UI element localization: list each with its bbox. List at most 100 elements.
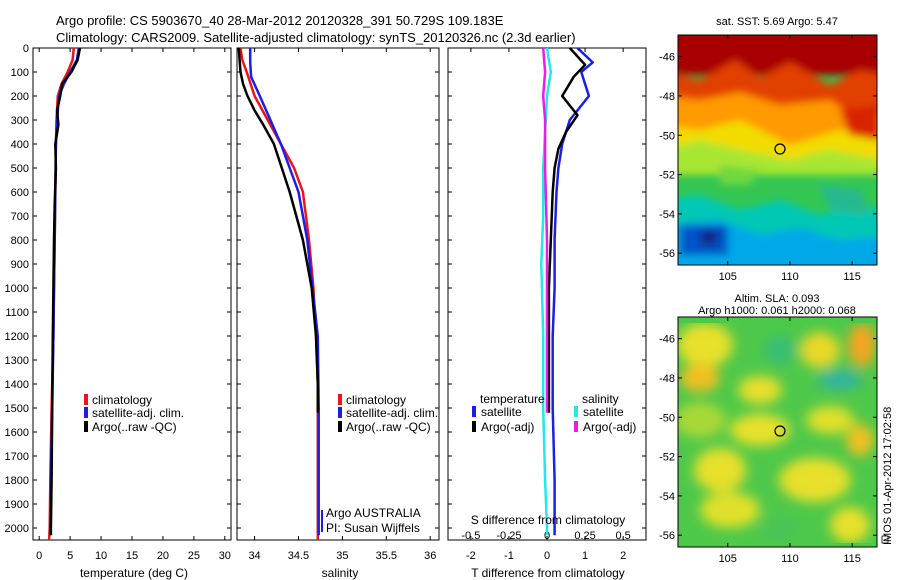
xtick-label: 0 — [36, 550, 42, 562]
legend-swatch-cyan — [574, 406, 578, 417]
title-line-2: Climatology: CARS2009. Satellite-adjuste… — [56, 30, 576, 45]
series-line-cyan — [540, 47, 553, 536]
legend-swatch-blue — [84, 407, 88, 418]
ytick-label: 100 — [11, 67, 29, 79]
s-tick-label: 0 — [544, 530, 550, 542]
xtick-label: 10 — [95, 550, 107, 562]
legend-swatch-blue — [338, 407, 342, 418]
ytick-label: 400 — [11, 139, 29, 151]
xtick-label: 34.5 — [288, 550, 309, 562]
map-ytick-label: -48 — [659, 91, 675, 103]
ytick-label: 1800 — [5, 475, 29, 487]
temperature-series — [47, 47, 82, 541]
ytick-label: 2000 — [5, 523, 29, 535]
sst-map-frame — [677, 34, 878, 266]
ytick-label: 1600 — [5, 427, 29, 439]
xtick-label: 2 — [620, 550, 626, 562]
series-line-magenta — [541, 47, 549, 413]
map-ytick-label: -50 — [659, 130, 675, 142]
legend-header-salinity: salinity — [582, 392, 619, 406]
legend-swatch-magenta — [574, 421, 578, 432]
ytick-label: 1400 — [5, 379, 29, 391]
imos-mark — [881, 535, 889, 544]
ytick-label: 500 — [11, 163, 29, 175]
ytick-label: 700 — [11, 211, 29, 223]
ytick-label: 1200 — [5, 331, 29, 343]
series-line-black — [547, 47, 587, 413]
salinity-series — [237, 47, 320, 540]
legend-swatch-blue — [472, 406, 476, 417]
xtick-label: 25 — [188, 550, 200, 562]
map-xtick-label: 115 — [843, 553, 861, 565]
ytick-label: 1700 — [5, 451, 29, 463]
difference-series — [540, 47, 594, 536]
s-difference-label: S difference from climatology — [471, 513, 626, 527]
ytick-label: 200 — [11, 91, 29, 103]
argo-annotation-2: PI: Susan Wijffels — [326, 521, 420, 535]
ytick-label: 800 — [11, 235, 29, 247]
legend-label: climatology — [346, 393, 406, 407]
map-xtick-label: 110 — [781, 271, 799, 283]
legend-label: satellite — [481, 405, 522, 419]
legend-swatch-black — [338, 421, 342, 432]
map-ytick-label: -54 — [659, 209, 675, 221]
legend-swatch-black — [84, 421, 88, 432]
ytick-label: 1100 — [5, 307, 29, 319]
s-tick-label: -0.5 — [461, 530, 480, 542]
legend-swatch-black — [472, 421, 476, 432]
argo-position-marker — [774, 425, 786, 437]
legend-label: Argo(..raw -QC) — [346, 420, 431, 434]
xtick-label: 35.5 — [376, 550, 397, 562]
legend-label: Argo(-adj) — [583, 420, 636, 434]
map-xtick-label: 110 — [781, 553, 799, 565]
map-ytick-label: -46 — [659, 334, 675, 346]
ytick-label: 1300 — [5, 355, 29, 367]
sla-map-axes: 105 110 115 -46 -48 -50 -52 -54 -56 — [659, 317, 877, 565]
xtick-label: -2 — [466, 550, 476, 562]
ytick-label: 0 — [23, 43, 29, 55]
salinity-xlabel: salinity — [322, 566, 359, 580]
legend-swatch-red — [338, 394, 342, 405]
sla-map-frame — [677, 316, 878, 548]
difference-xlabel: T difference from climatology — [471, 566, 625, 580]
series-line-black — [49, 47, 82, 536]
map-xtick-label: 105 — [719, 271, 737, 283]
map-ytick-label: -48 — [659, 373, 675, 385]
series-line-blue — [248, 48, 320, 536]
xtick-label: 0 — [544, 550, 550, 562]
xtick-label: 30 — [219, 550, 231, 562]
temperature-xlabel: temperature (deg C) — [80, 566, 188, 580]
ytick-label: 300 — [11, 115, 29, 127]
s-tick-label: 0.5 — [616, 530, 631, 542]
xtick-label: -1 — [504, 550, 514, 562]
legend-label: satellite-adj. clim. — [346, 406, 438, 420]
s-tick-label: 0.25 — [574, 530, 595, 542]
temperature-axes — [32, 47, 232, 541]
difference-legend: temperature salinity satellite Argo(-adj… — [472, 392, 636, 434]
sla-heatmap — [678, 317, 877, 547]
map-ytick-label: -46 — [659, 52, 675, 64]
map-xtick-label: 105 — [719, 553, 737, 565]
xtick-label: 34 — [248, 550, 260, 562]
sst-map-title: sat. SST: 5.69 Argo: 5.47 — [716, 16, 838, 28]
sla-map-title: Altim. SLA: 0.093 — [735, 293, 820, 305]
salinity-ticks: 34 34.5 35 35.5 36 — [237, 47, 439, 562]
xtick-label: 36 — [424, 550, 436, 562]
ytick-label: 600 — [11, 187, 29, 199]
salinity-axes — [236, 47, 440, 541]
series-line-blue — [551, 47, 594, 536]
series-line-black — [237, 47, 320, 413]
sst-heatmap — [678, 35, 877, 265]
xtick-label: 1 — [582, 550, 588, 562]
map-ytick-label: -52 — [659, 452, 675, 464]
legend-swatch-red — [84, 394, 88, 405]
temperature-legend: climatology satellite-adj. clim. Argo(..… — [84, 393, 184, 434]
title-line-1: Argo profile: CS 5903670_40 28-Mar-2012 … — [56, 13, 504, 28]
map-ytick-label: -56 — [659, 248, 675, 260]
ytick-label: 900 — [11, 259, 29, 271]
map-xtick-label: 115 — [843, 271, 861, 283]
legend-label: Argo(..raw -QC) — [92, 420, 177, 434]
salinity-legend: climatology satellite-adj. clim. Argo(..… — [338, 393, 438, 434]
ytick-label: 1900 — [5, 499, 29, 511]
